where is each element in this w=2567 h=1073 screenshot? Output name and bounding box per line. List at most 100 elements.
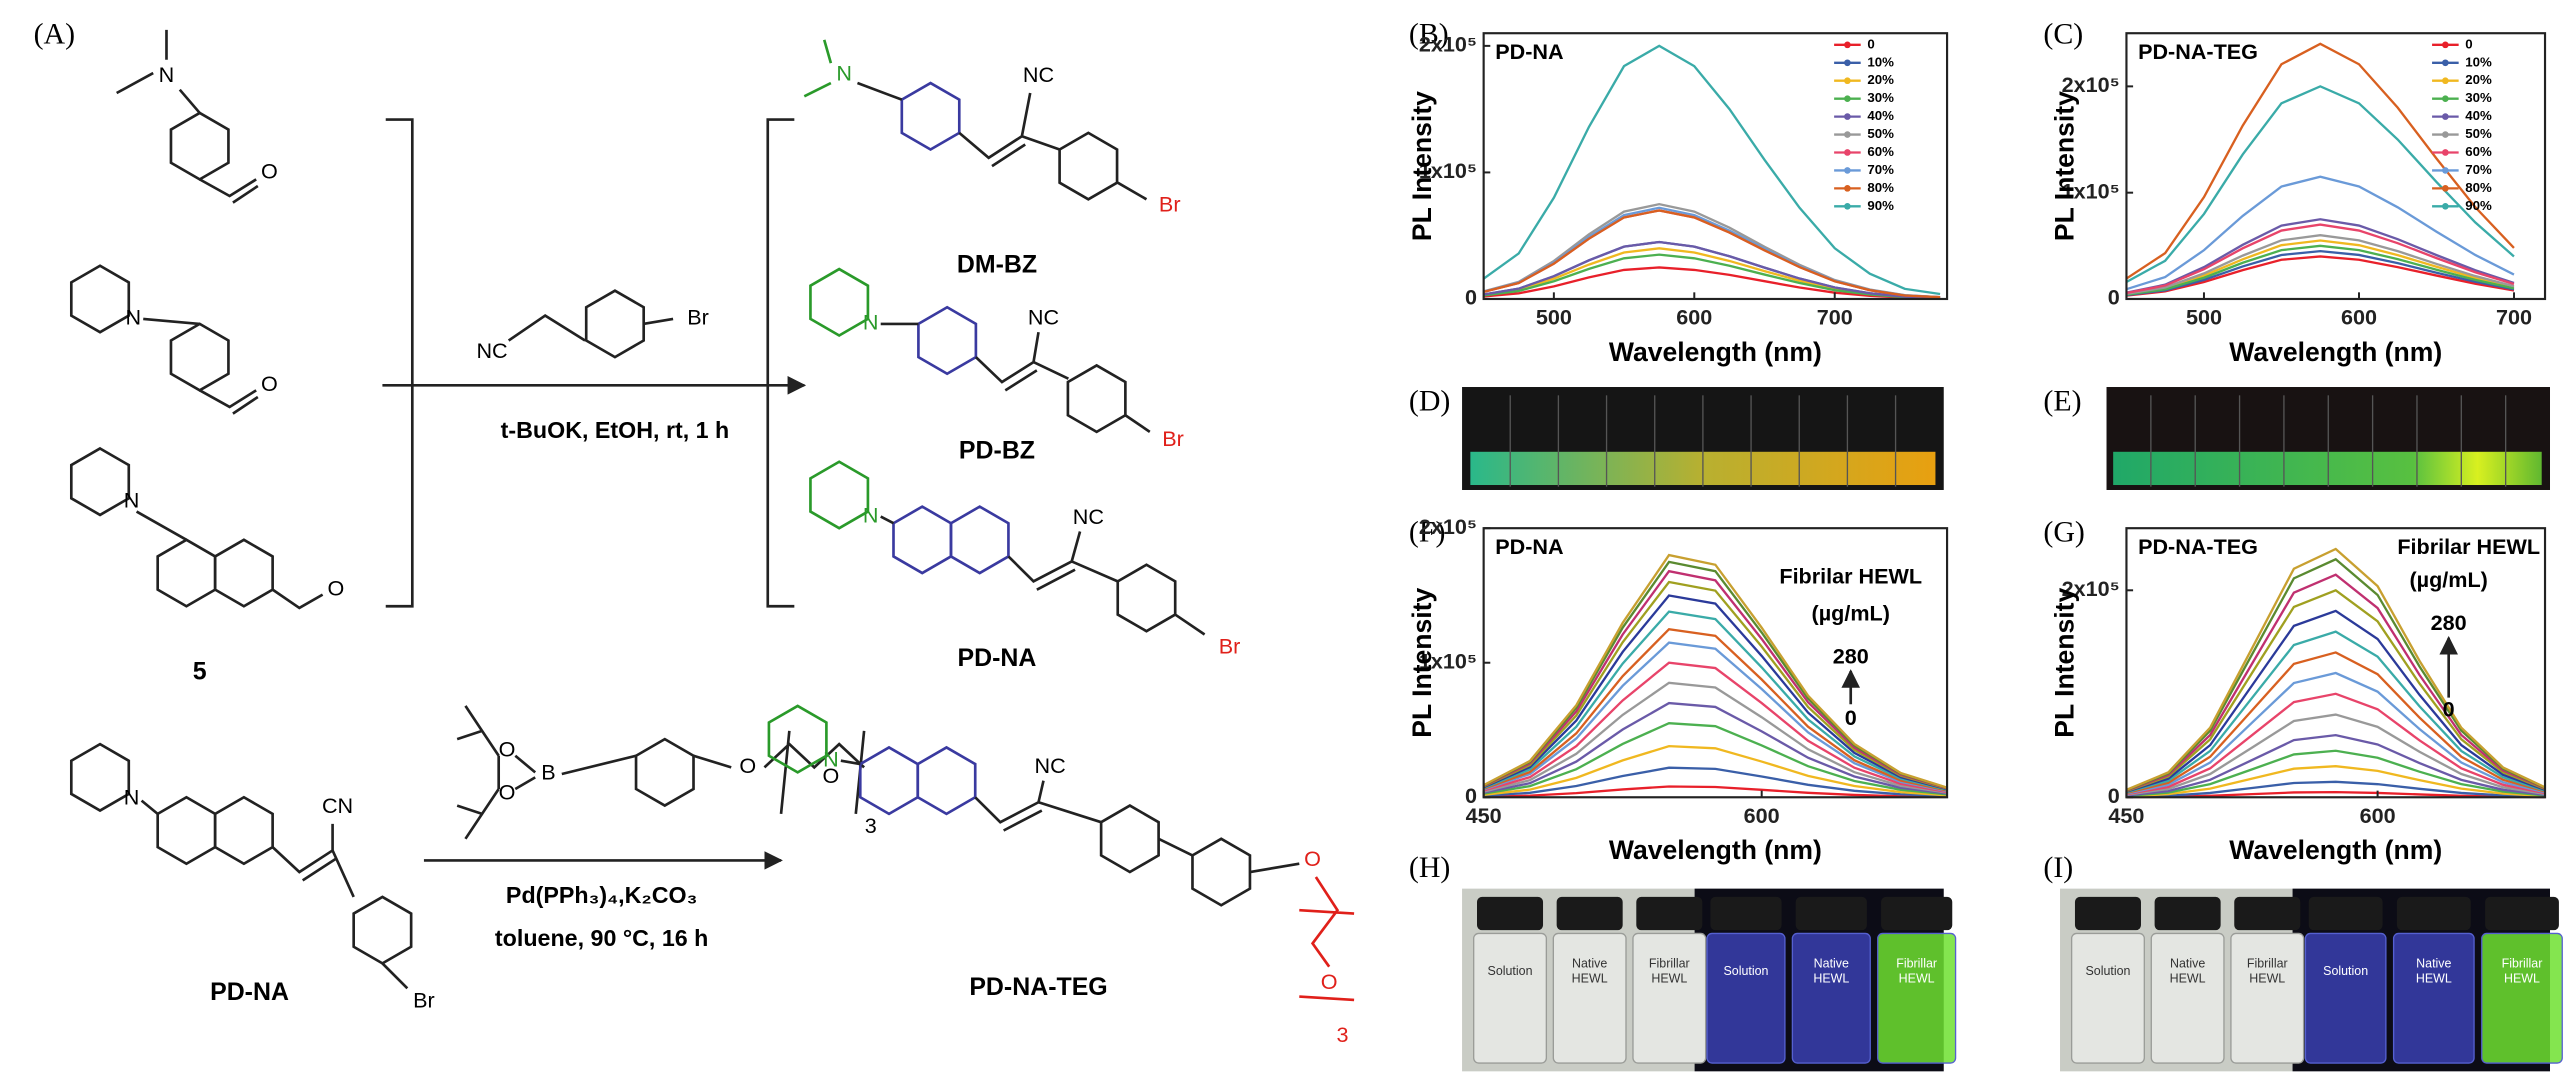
series-line [1483,553,1948,789]
legend-marker [2442,41,2449,49]
scheme: N O N O N O 5 NC Br t-BuOK, EtOH, rt, 1 … [69,29,1355,1047]
compound-label: PD-BZ [959,436,1035,464]
atom: CN [322,793,353,818]
atom: N [863,502,879,527]
vial-label: HEWL [1572,971,1608,985]
y-axis-label: PL Intensity [1407,587,1437,737]
series-line [2126,790,2546,799]
vial-label: HEWL [2416,971,2452,985]
atom: Br [1162,426,1184,451]
legend-label: 70% [2465,162,2492,177]
vial [2304,932,2387,1064]
vial-label: HEWL [2504,971,2540,985]
vial [2230,932,2305,1064]
bond [507,314,674,342]
x-tick-label: 600 [2341,305,2377,330]
atom: O [822,763,839,788]
series-line [1483,722,1948,796]
compound-label: DM-BZ [957,250,1037,278]
y-tick-label: 1x10⁵ [1419,648,1477,673]
ring [169,322,230,392]
vial-label: Solution [1488,964,1533,978]
legend-label: 20% [2465,72,2492,87]
atom: O [739,753,756,778]
y-tick-label: 2x10⁵ [1419,32,1477,57]
y-tick-label: 0 [2108,285,2120,310]
series-line [1483,240,1941,299]
ring [1099,804,1160,874]
series-line [2126,609,2546,793]
atom: N [124,487,140,512]
series-line [1483,266,1941,300]
panel-label: (E) [2043,384,2081,417]
panel-label: (C) [2043,17,2083,50]
atom: B [541,760,555,785]
bond [880,322,1151,433]
legend-marker [2442,77,2449,85]
y-tick-label: 0 [2108,783,2120,808]
legend-label: 90% [1867,198,1894,213]
legend-label: 10% [1867,54,1894,69]
ring [916,746,977,816]
bond [856,81,1148,201]
y-tick-label: 1x10⁵ [1419,158,1477,183]
series-line [2126,249,2515,297]
series-line [2126,671,2546,795]
vial [1706,932,1786,1064]
legend-marker [2442,131,2449,138]
series-line [2126,713,2546,796]
bond [143,317,259,415]
panel-label: (A) [34,17,75,50]
annotation: 0 [1845,705,1857,730]
legend-marker [1844,77,1851,85]
series-line [1483,580,1948,790]
series-line [1483,661,1948,794]
panel-label: (H) [1409,851,1450,884]
ring [584,289,646,359]
compound-label: PD-NA [958,644,1037,672]
legend-label: 10% [2465,54,2492,69]
series-line [2126,547,2546,791]
legend-label: 50% [2465,126,2492,141]
condition: t-BuOK, EtOH, rt, 1 h [501,417,730,443]
plot-frame [2125,32,2547,301]
ring [858,746,920,816]
vial [1473,932,1548,1064]
series-line [1483,610,1948,791]
annotation: Fibrilar HEWL [2397,534,2540,559]
y-tick-label: 1x10⁵ [2062,178,2120,203]
vial-label: Solution [2323,964,2368,978]
panel-label: (D) [1409,384,1450,417]
vial-label: Native [1814,956,1849,970]
legend-label: 90% [2465,198,2492,213]
atom: N [124,785,140,810]
series-line [2126,255,2515,297]
series-line [1483,701,1948,795]
plot-frame [2125,527,2547,799]
vial-cap [1881,896,1953,931]
series-line [1483,681,1948,794]
atom: N [159,62,175,87]
series-line [2126,244,2515,296]
x-tick-label: 600 [1676,305,1712,330]
legend-label: 20% [1867,72,1894,87]
atom: NC [1073,504,1104,529]
bond [880,515,1206,636]
ring [169,111,230,181]
chart-title: PD-NA [1495,39,1564,64]
vial-label: HEWL [1899,971,1935,985]
atom: N [823,746,839,771]
atom: O [261,371,278,396]
panel-label: (G) [2043,516,2084,549]
atom: NC [1035,753,1066,778]
x-tick-label: 600 [1744,803,1780,828]
ring [917,305,978,376]
atom: Br [687,305,709,330]
vial-cap [1795,896,1867,931]
vial-label: Solution [2085,964,2130,978]
series-line [1483,209,1941,299]
legend-label: 60% [2465,144,2492,159]
legend-label: 70% [1867,162,1894,177]
x-tick-label: 700 [1817,305,1853,330]
y-tick-label: 0 [1465,285,1477,310]
